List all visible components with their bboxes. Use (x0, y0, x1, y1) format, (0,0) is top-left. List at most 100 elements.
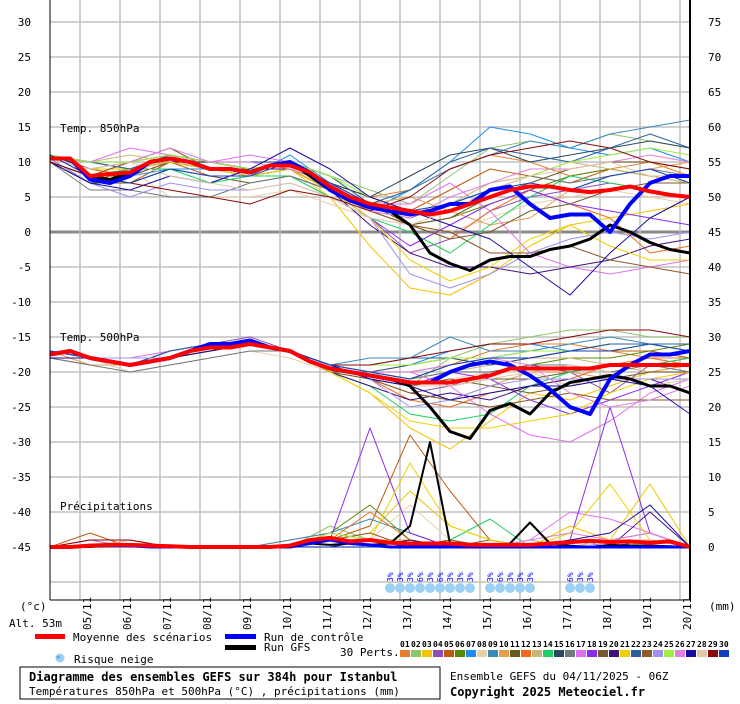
left-tick-label: -10 (11, 296, 31, 309)
left-tick-label: 25 (18, 51, 31, 64)
pert-legend-swatch (697, 650, 707, 657)
pert-legend-swatch (686, 650, 696, 657)
pert-legend-id: 08 (477, 640, 487, 649)
pert-legend-swatch (653, 650, 663, 657)
legend-control: Run de contrôle (264, 631, 363, 644)
pert-legend-id: 03 (422, 640, 432, 649)
pert-legend-id: 24 (653, 640, 663, 649)
pert-legend-swatch (455, 650, 465, 657)
pert-legend-id: 02 (411, 640, 421, 649)
pert-legend-swatch (664, 650, 674, 657)
pert-legend-swatch (466, 650, 476, 657)
pert-legend-id: 20 (609, 640, 619, 649)
x-tick-label: 16/11 (521, 597, 534, 630)
grid (50, 0, 690, 600)
pert-legend-swatch (510, 650, 520, 657)
pert-legend-id: 26 (675, 640, 685, 649)
left-tick-label: -15 (11, 331, 31, 344)
perturbation-legend: 01 02 03 04 05 06 07 08 09 10 11 12 13 14 15 16 17 18 19 20… (400, 640, 729, 657)
snow-risk-pct: 6% (436, 572, 445, 582)
pert-28-t850-line (49, 158, 691, 226)
pert-legend-id: 07 (466, 640, 476, 649)
snow-risk-pct: 3% (426, 572, 435, 582)
left-tick-label: -30 (11, 436, 31, 449)
axes: 05/11 06/11 07/11 08/11 09/11 10/11 11/11 12/11… (11, 0, 721, 630)
left-tick-label: 15 (18, 121, 31, 134)
pert-legend-id: 15 (554, 640, 564, 649)
pert-legend-id: 25 (664, 640, 674, 649)
right-tick-label: 10 (708, 471, 721, 484)
pert-legend-id: 09 (488, 640, 498, 649)
legend: Moyenne des scénarios Run de contrôle Ru… (35, 631, 729, 666)
perturbation-lines (49, 119, 691, 548)
pert-legend-id: 22 (631, 640, 641, 649)
snowflake-icon (435, 583, 445, 593)
pert-legend-swatch (609, 650, 619, 657)
snowflake-icon (455, 583, 465, 593)
right-tick-label: 15 (708, 436, 721, 449)
snowflake-icon (445, 583, 455, 593)
snow-risk-pct: 3% (586, 572, 595, 582)
snow-risk-pct: 6% (566, 572, 575, 582)
right-unit: (mm) (709, 600, 736, 613)
snow-risk-pct: 3% (466, 572, 475, 582)
pert-legend-id: 30 (719, 640, 729, 649)
pert-legend-id: 27 (686, 640, 696, 649)
snow-risk-pct: 3% (506, 572, 515, 582)
right-tick-label: 35 (708, 296, 721, 309)
left-tick-label: -35 (11, 471, 31, 484)
pert-legend-swatch (433, 650, 443, 657)
right-tick-label: 5 (708, 506, 715, 519)
legend-mean-swatch (35, 634, 65, 639)
left-tick-label: 10 (18, 156, 31, 169)
chart-subtitle: Températures 850hPa et 500hPa (°C) , pré… (29, 685, 400, 698)
snow-risk-pct: 6% (496, 572, 505, 582)
x-tick-label: 05/11 (81, 597, 94, 630)
left-tick-label: -5 (18, 261, 31, 274)
run-info: Ensemble GEFS du 04/11/2025 - 06Z (450, 670, 669, 683)
snowflake-icon (565, 583, 575, 593)
snow-risk-pct: 3% (446, 572, 455, 582)
pert-legend-swatch (444, 650, 454, 657)
left-tick-label: -20 (11, 366, 31, 379)
mean-t850-line (50, 156, 691, 217)
left-tick-label: 5 (24, 191, 31, 204)
snowflake-icon (395, 583, 405, 593)
pert-legend-id: 23 (642, 640, 652, 649)
left-tick-label: -40 (11, 506, 31, 519)
snowflake-icon (525, 583, 535, 593)
legend-mean: Moyenne des scénarios (73, 631, 212, 644)
snowflake-icon (485, 583, 495, 593)
snow-risk-pct: 6% (416, 572, 425, 582)
mean-precip-line (50, 535, 691, 549)
pert-27-t850-line (49, 147, 691, 296)
x-tick-label: 18/11 (601, 597, 614, 630)
snow-risk-row: 3% 3% 3% 6% 3% 6% 3% 3% 3% 3% 6% 3% 3% 3% 6% 3% 3% (385, 572, 595, 593)
mean-t500-line (49, 342, 690, 385)
snow-risk-pct: 3% (486, 572, 495, 582)
right-tick-label: 65 (708, 86, 721, 99)
pert-29-t850-line (49, 140, 691, 212)
main-lines (49, 156, 691, 549)
snowflake-icon (575, 583, 585, 593)
right-tick-label: 50 (708, 191, 721, 204)
label-500: Temp. 500hPa (60, 331, 139, 344)
left-tick-label: 0 (24, 226, 31, 239)
pert-legend-swatch (565, 650, 575, 657)
right-tick-label: 55 (708, 156, 721, 169)
pert-legend-swatch (719, 650, 729, 657)
right-tick-label: 25 (708, 366, 721, 379)
x-tick-label: 12/11 (361, 597, 374, 630)
pert-legend-id: 18 (587, 640, 597, 649)
x-tick-label: 14/11 (441, 597, 454, 630)
right-tick-label: 30 (708, 331, 721, 344)
label-precip: Précipitations (60, 500, 153, 513)
right-tick-label: 70 (708, 51, 721, 64)
legend-gfs: Run GFS (264, 641, 310, 654)
left-tick-label: -25 (11, 401, 31, 414)
snow-risk-pct: 3% (526, 572, 535, 582)
pert-legend-swatch (631, 650, 641, 657)
pert-legend-swatch (400, 650, 410, 657)
pert-legend-id: 13 (532, 640, 542, 649)
